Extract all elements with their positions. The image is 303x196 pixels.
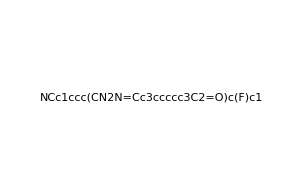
Text: NCc1ccc(CN2N=Cc3ccccc3C2=O)c(F)c1: NCc1ccc(CN2N=Cc3ccccc3C2=O)c(F)c1	[40, 93, 263, 103]
